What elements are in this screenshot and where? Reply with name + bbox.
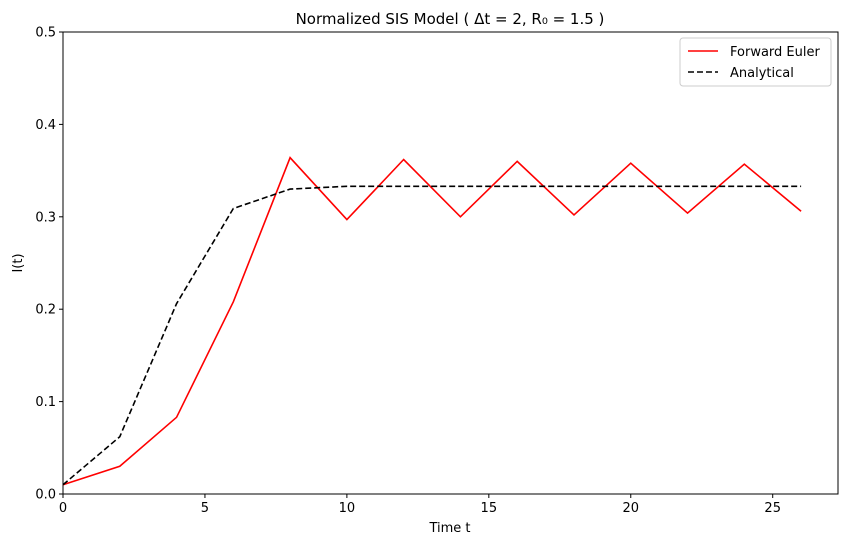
x-tick-label: 5 — [201, 501, 209, 516]
y-tick-label: 0.5 — [35, 26, 56, 41]
series-line-forward-euler — [62, 156, 802, 486]
y-tick-label: 0.1 — [35, 395, 56, 410]
y-axis-label: I(t) — [11, 253, 26, 272]
series-line-analytical — [62, 185, 802, 486]
y-tick-label: 0.4 — [35, 118, 56, 133]
x-axis-label: Time t — [428, 521, 470, 536]
y-tick-label: 0.2 — [35, 303, 56, 318]
y-axis-ticks: 0.0 0.1 0.2 0.3 0.4 0.5 — [35, 26, 63, 503]
series-layer — [62, 156, 802, 486]
legend-label-forward-euler: Forward Euler — [730, 45, 820, 60]
x-tick-label: 25 — [764, 501, 781, 516]
x-tick-label: 10 — [339, 501, 356, 516]
legend-label-analytical: Analytical — [730, 66, 794, 81]
x-tick-label: 0 — [59, 501, 67, 516]
x-tick-label: 15 — [481, 501, 498, 516]
chart-title: Normalized SIS Model ( Δt = 2, R₀ = 1.5 … — [296, 10, 605, 28]
x-tick-label: 20 — [622, 501, 639, 516]
y-tick-label: 0.3 — [35, 210, 56, 225]
x-axis-ticks: 0 5 10 15 20 25 — [59, 494, 781, 516]
y-tick-label: 0.0 — [35, 488, 56, 503]
legend-box — [679, 37, 832, 87]
plot-frame — [62, 31, 839, 495]
legend: Forward Euler Analytical — [679, 37, 832, 87]
